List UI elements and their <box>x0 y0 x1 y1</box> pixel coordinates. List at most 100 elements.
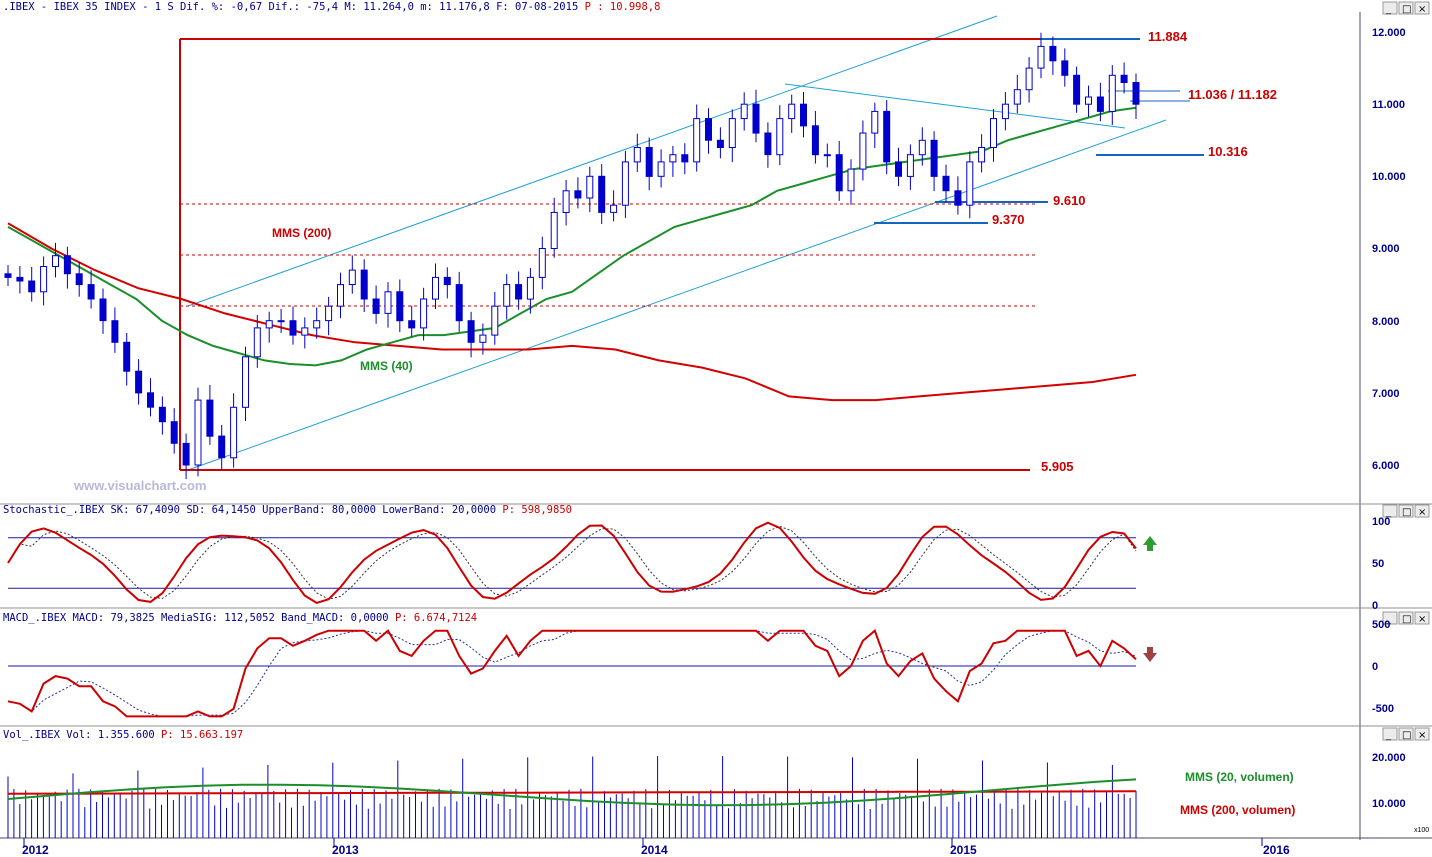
candle-body <box>1108 74 1116 112</box>
candle-body <box>1132 82 1140 105</box>
candle-body <box>978 147 986 163</box>
candle-body <box>253 327 261 358</box>
candle-body <box>1025 67 1033 91</box>
price-tick-label: 8.000 <box>1372 316 1400 328</box>
candle-body <box>313 320 321 329</box>
mms40-label: MMS (40) <box>360 359 413 373</box>
candle-body <box>277 320 285 323</box>
stoch-tick-label: 100 <box>1372 516 1390 528</box>
minimize-button[interactable] <box>1382 611 1398 625</box>
maximize-button[interactable] <box>1398 1 1414 15</box>
candle-body <box>586 175 594 199</box>
candle-body <box>182 442 190 466</box>
vol-tick-label: 10.000 <box>1372 798 1406 810</box>
macd-header: MACD_.IBEX MACD: 79,3825 MediaSIG: 112,5… <box>3 612 477 624</box>
price-tick-label: 10.000 <box>1372 171 1406 183</box>
candle-body <box>526 276 534 300</box>
candle-body <box>906 154 914 177</box>
candle-body <box>574 190 582 199</box>
main-window-buttons: _ □ × <box>1382 1 1430 15</box>
minimize-button[interactable] <box>1382 504 1398 518</box>
candle-body <box>823 154 831 157</box>
candle-body <box>883 110 891 163</box>
candle-body <box>337 284 344 307</box>
watermark: www.visualchart.com <box>73 478 206 493</box>
candle-body <box>135 370 143 394</box>
candle-body <box>859 132 867 170</box>
candle-body <box>443 276 451 286</box>
candle-body <box>681 154 689 163</box>
price-axis: 12.000 11.000 10.000 9.000 8.000 7.000 6… <box>1372 27 1406 472</box>
ma200-line <box>7 222 1137 402</box>
moving-averages <box>7 106 1137 402</box>
close-button[interactable] <box>1414 611 1430 625</box>
candle-body <box>740 103 748 120</box>
close-button[interactable] <box>1414 504 1430 518</box>
candle-body <box>538 248 546 278</box>
vol-unit-label: x100 <box>1414 827 1429 834</box>
price-tick-label: 6.000 <box>1372 460 1400 472</box>
macd-line <box>7 629 1137 718</box>
close-button[interactable] <box>1414 1 1430 15</box>
candle-body <box>895 161 902 177</box>
candle-body <box>28 280 36 293</box>
maximize-button[interactable] <box>1398 727 1414 741</box>
candle-body <box>111 320 119 343</box>
candle-body <box>289 320 297 336</box>
candle-body <box>693 118 701 163</box>
macd-panel <box>7 629 1137 718</box>
candle-body <box>1037 45 1045 69</box>
maximize-button[interactable] <box>1398 504 1414 518</box>
candle-body <box>871 110 879 134</box>
candle-body <box>1001 103 1009 120</box>
candle-body <box>1013 89 1021 105</box>
candle-body <box>40 266 48 293</box>
vol-axis: 20.000 10.000 x100 <box>1372 752 1429 834</box>
candle-body <box>776 118 784 156</box>
candle-body <box>1061 60 1069 76</box>
year-tick-label: 2014 <box>641 843 668 857</box>
candle-body <box>788 103 796 120</box>
candle-body <box>206 399 214 437</box>
time-axis: 2012 2013 2014 2015 2016 <box>22 838 1290 857</box>
candle-body <box>1085 96 1092 105</box>
candle-body <box>1120 74 1128 84</box>
candle-body <box>621 161 629 206</box>
mms200-label: MMS (200) <box>272 226 331 240</box>
candle-body <box>455 284 463 322</box>
candle-body <box>669 154 677 163</box>
candle-body <box>158 406 166 423</box>
candle-body <box>52 255 59 267</box>
candle-body <box>420 298 428 329</box>
candle-body <box>325 305 333 322</box>
candle-body <box>491 305 499 336</box>
candle-body <box>99 298 107 322</box>
macd-signal-line <box>7 630 1137 717</box>
candle-body <box>598 175 606 213</box>
candle-body <box>4 273 12 278</box>
mms20-vol-label: MMS (20, volumen) <box>1185 770 1294 784</box>
macd-axis: 500 0 -500 <box>1372 619 1394 715</box>
candle-body <box>515 284 523 300</box>
arrow-up-icon <box>1143 536 1157 551</box>
candlesticks <box>4 32 1140 480</box>
candle-body <box>170 421 178 444</box>
candle-body <box>728 118 736 148</box>
stoch-sd-line <box>7 525 1137 600</box>
candle-body <box>942 175 950 192</box>
stoch-sk-line <box>7 521 1137 604</box>
candle-body <box>503 284 511 307</box>
level-label-11036: 11.036 / 11.182 <box>1188 87 1277 102</box>
candle-body <box>1049 45 1057 62</box>
close-button[interactable] <box>1414 727 1430 741</box>
level-label-11884: 11.884 <box>1148 29 1188 44</box>
candle-body <box>800 103 807 127</box>
minimize-button[interactable] <box>1382 727 1398 741</box>
candle-body <box>633 147 641 163</box>
price-tick-label: 7.000 <box>1372 388 1400 400</box>
candle-body <box>372 298 380 314</box>
minimize-button[interactable] <box>1382 1 1398 15</box>
maximize-button[interactable] <box>1398 611 1414 625</box>
